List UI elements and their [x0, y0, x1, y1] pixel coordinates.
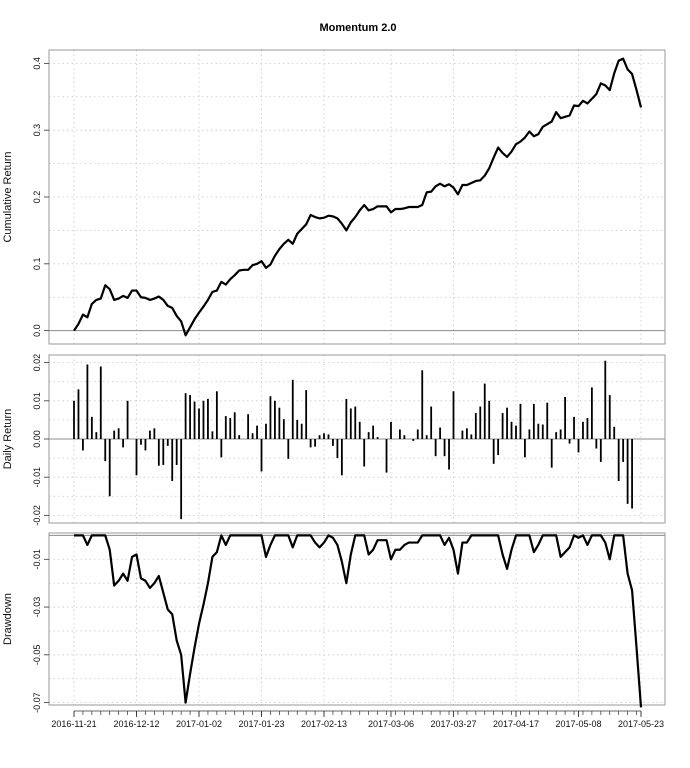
- x-axis: 2016-11-21 2016-12-12 2017-01-02 2017-01-23…: [51, 710, 664, 729]
- x-tick-label: 2017-05-23: [618, 719, 664, 729]
- y-tick-label: -0.03: [32, 597, 42, 618]
- panel-frame: [48, 532, 666, 706]
- x-tick-label: 2017-02-13: [301, 719, 347, 729]
- x-tick-label: 2017-05-08: [555, 719, 601, 729]
- y-tick-label: 0.0: [32, 324, 42, 337]
- panel-frame: [48, 49, 666, 345]
- chart-title: Momentum 2.0: [319, 22, 396, 34]
- y-tick-label: -0.05: [32, 645, 42, 666]
- x-tick-label: 2017-03-06: [368, 719, 414, 729]
- y-tick-label: 0.3: [32, 124, 42, 137]
- y-tick-label: 0.00: [32, 430, 42, 448]
- y-tick-label: 0.01: [32, 392, 42, 410]
- x-tick-label: 2016-12-12: [113, 719, 159, 729]
- y-tick-label: -0.01: [32, 549, 42, 570]
- y-tick-label: 0.2: [32, 191, 42, 204]
- y-tick-label: 0.4: [32, 57, 42, 70]
- y-tick-label: 0.1: [32, 258, 42, 271]
- panel-drawdown: -0.07 -0.05 -0.03 -0.01 Drawdown: [2, 532, 666, 713]
- y-axis-title: Daily Return: [2, 409, 14, 470]
- drawdown-line: [74, 534, 643, 708]
- y-axis-title: Cumulative Return: [2, 151, 14, 242]
- y-axis-title: Drawdown: [2, 593, 14, 645]
- y-tick-label: -0.02: [32, 505, 42, 526]
- y-tick-label: -0.01: [32, 467, 42, 488]
- panel-daily-return: -0.02 -0.01 0.00 0.01 0.02 Daily Return: [2, 354, 666, 526]
- x-tick-label: 2017-04-17: [493, 719, 539, 729]
- x-tick-label: 2017-01-02: [176, 719, 222, 729]
- x-tick-label: 2017-03-27: [430, 719, 476, 729]
- x-tick-label: 2016-11-21: [51, 719, 96, 729]
- x-tick-label: 2017-01-23: [238, 719, 284, 729]
- cumulative-return-line: [73, 57, 643, 337]
- y-tick-label: -0.07: [32, 692, 42, 713]
- panel-cumulative-return: 0.0 0.1 0.2 0.3 0.4 Cumulative Return: [2, 49, 666, 345]
- y-tick-label: 0.02: [32, 354, 42, 372]
